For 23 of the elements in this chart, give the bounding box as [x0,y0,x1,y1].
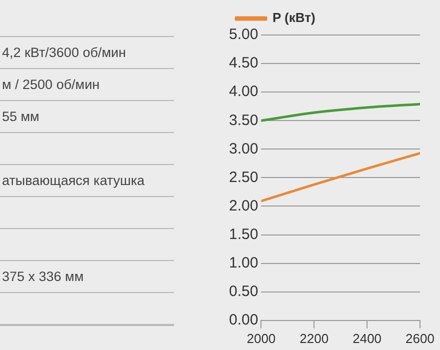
text: 375 x 336 мм [0,260,174,292]
text: атывающаяся катушка [0,164,174,196]
y-tick-label: 1.00 [228,254,258,272]
x-tick-label: 2400 [352,330,382,346]
line-series [261,102,420,122]
line-series [261,152,420,202]
text: м / 2500 об/мин [0,68,174,100]
legend-label: P (кВт) [272,10,316,26]
text: 55 мм [0,100,174,132]
y-tick-label: 3.00 [228,140,258,158]
y-tick-label: 2.00 [228,197,258,214]
y-tick-label: 0.50 [228,283,258,300]
y-tick-label: 2.50 [228,168,258,186]
y-tick-label: 5.00 [228,26,258,44]
y-tick-label: 0.00 [228,312,258,329]
x-tick-label: 2600 [406,330,434,346]
y-tick-label: 1.50 [228,226,258,243]
y-tick-label: 4.50 [228,54,258,72]
text: 4,2 кВт/3600 об/мин [0,36,174,68]
y-tick-label: 3.50 [228,112,258,129]
x-tick-label: 2000 [246,330,276,346]
x-tick-label: 2200 [300,330,329,346]
y-tick-label: 4.00 [228,83,258,100]
